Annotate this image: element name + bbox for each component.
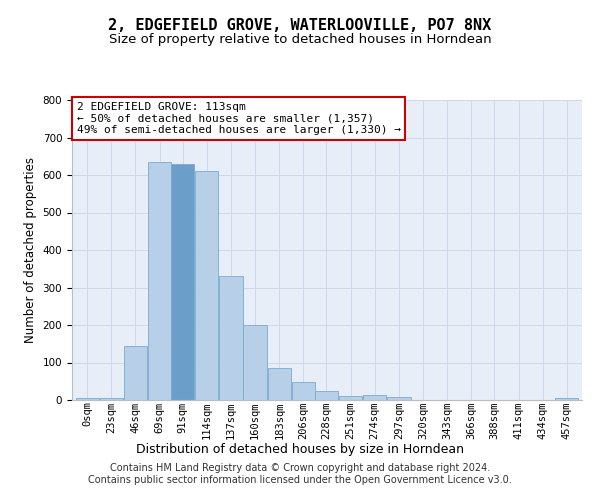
Bar [315, 390, 338, 400]
Bar [76, 398, 99, 400]
Bar [292, 382, 315, 400]
Text: Distribution of detached houses by size in Horndean: Distribution of detached houses by size … [136, 442, 464, 456]
Text: 2, EDGEFIELD GROVE, WATERLOOVILLE, PO7 8NX: 2, EDGEFIELD GROVE, WATERLOOVILLE, PO7 8… [109, 18, 491, 32]
Text: Contains HM Land Registry data © Crown copyright and database right 2024.
Contai: Contains HM Land Registry data © Crown c… [88, 464, 512, 485]
Text: Size of property relative to detached houses in Horndean: Size of property relative to detached ho… [109, 32, 491, 46]
Bar [244, 325, 267, 400]
Bar [363, 395, 386, 400]
Bar [100, 398, 123, 400]
Bar [387, 397, 410, 400]
Bar [171, 164, 194, 400]
Y-axis label: Number of detached properties: Number of detached properties [24, 157, 37, 343]
Bar [220, 276, 242, 400]
Bar [124, 346, 147, 400]
Bar [555, 398, 578, 400]
Bar [148, 162, 171, 400]
Bar [339, 396, 362, 400]
Bar [195, 171, 218, 400]
Bar [268, 368, 291, 400]
Text: 2 EDGEFIELD GROVE: 113sqm
← 50% of detached houses are smaller (1,357)
49% of se: 2 EDGEFIELD GROVE: 113sqm ← 50% of detac… [77, 102, 401, 135]
